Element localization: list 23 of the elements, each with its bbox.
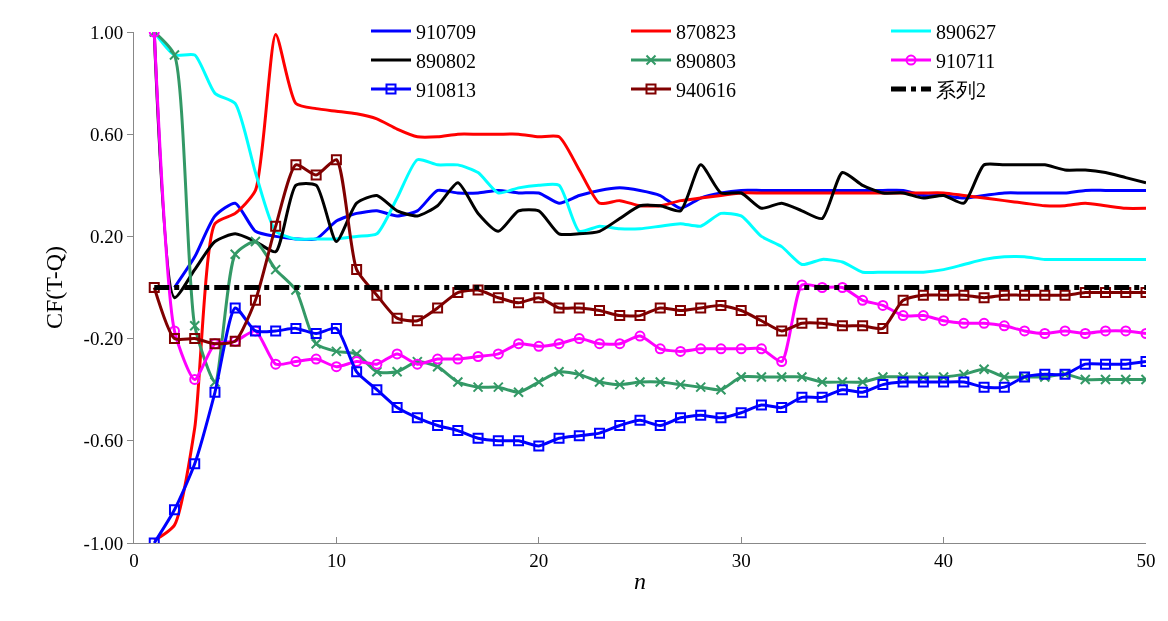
legend-label: 系列2	[936, 78, 986, 101]
x-tick-label: 30	[731, 549, 751, 571]
legend-label: 910711	[936, 49, 996, 72]
legend-label: 910709	[416, 20, 476, 43]
y-tick-label: -0.20	[83, 328, 124, 350]
y-tick-label: 0.60	[89, 123, 124, 145]
y-tick-label: -1.00	[83, 532, 124, 554]
legend-label: 890627	[936, 20, 996, 43]
x-axis-title: n	[634, 568, 646, 595]
y-tick-label: -0.60	[83, 430, 124, 452]
x-tick-label: 20	[529, 549, 549, 571]
x-tick-label: 10	[326, 549, 346, 571]
y-axis-title: CF(T-Q)	[40, 245, 67, 330]
legend-label: 910813	[416, 78, 476, 101]
legend-label: 940616	[676, 78, 736, 101]
y-tick-label: 0.20	[89, 226, 124, 248]
x-tick-label: 0	[129, 549, 139, 571]
legend-label: 890803	[676, 49, 736, 72]
x-tick-label: 50	[1136, 549, 1156, 571]
legend-label: 890802	[416, 49, 476, 72]
y-tick-label: 1.00	[89, 21, 124, 43]
legend-label: 870823	[676, 20, 736, 43]
x-tick-label: 40	[934, 549, 954, 571]
